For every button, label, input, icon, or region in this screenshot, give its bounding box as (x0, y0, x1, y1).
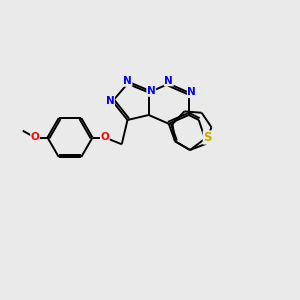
Text: S: S (203, 131, 212, 144)
Text: N: N (164, 76, 173, 86)
Text: O: O (31, 133, 40, 142)
Text: N: N (188, 88, 196, 98)
Text: N: N (123, 76, 132, 86)
Text: O: O (100, 133, 109, 142)
Text: N: N (147, 86, 156, 96)
Text: N: N (106, 96, 114, 106)
